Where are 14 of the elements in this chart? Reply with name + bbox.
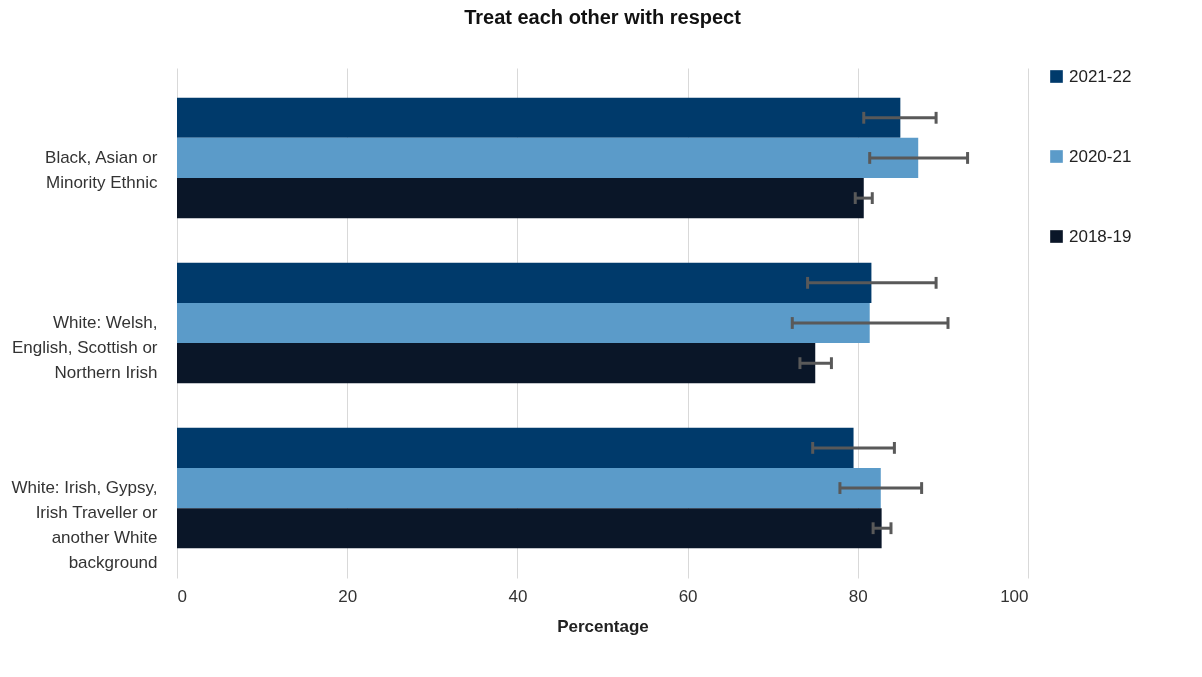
legend-label: 2021-22 [1069, 66, 1132, 86]
x-tick-label: 20 [338, 586, 358, 606]
x-tick-label: 40 [508, 586, 528, 606]
y-tick-label: Black, Asian or Minority Ethnic [45, 147, 158, 192]
legend-label: 2018-19 [1069, 226, 1132, 246]
y-tick-label: White: Welsh, English, Scottish or Northern Irish [11, 313, 158, 382]
x-axis-title: Percentage [557, 616, 649, 636]
x-tick-label: 80 [848, 586, 868, 606]
y-tick-label: White: Irish, Gypsy, Irish Traveller or another White background [11, 478, 158, 573]
x-tick-label: 0 [177, 586, 187, 606]
chart-title: Treat each other with respect [464, 6, 742, 28]
x-tick-label: 100 [1000, 586, 1029, 606]
x-tick-label: 60 [678, 586, 698, 606]
legend-label: 2020-21 [1069, 146, 1132, 166]
